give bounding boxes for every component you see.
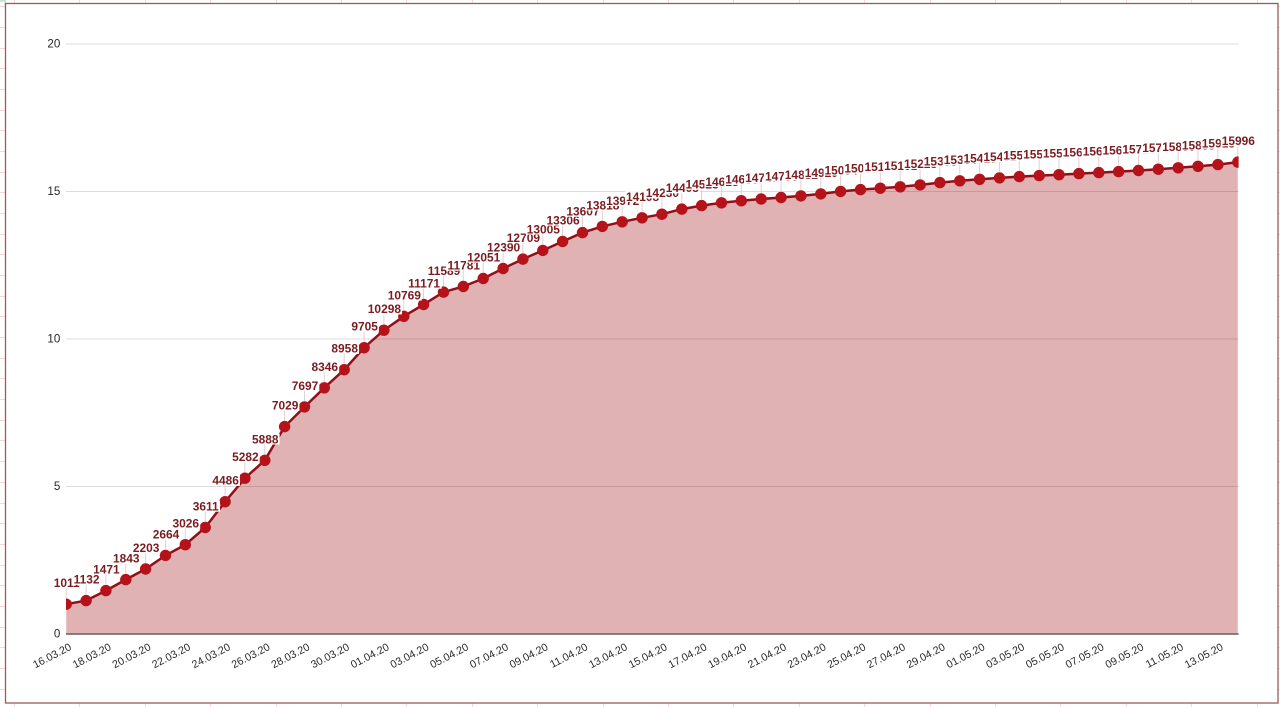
svg-text:5282: 5282 xyxy=(232,450,259,464)
svg-text:8346: 8346 xyxy=(312,360,339,374)
svg-text:13005: 13005 xyxy=(527,222,561,236)
svg-text:2664: 2664 xyxy=(153,527,180,541)
svg-text:12390: 12390 xyxy=(487,241,521,255)
svg-text:5888: 5888 xyxy=(252,432,279,446)
svg-text:3611: 3611 xyxy=(193,500,219,514)
svg-text:5: 5 xyxy=(54,480,60,493)
svg-text:10298: 10298 xyxy=(368,302,402,316)
svg-text:1132: 1132 xyxy=(74,573,100,587)
svg-text:7029: 7029 xyxy=(272,399,299,413)
svg-text:12051: 12051 xyxy=(467,251,501,265)
svg-text:1471: 1471 xyxy=(93,563,120,577)
svg-text:13306: 13306 xyxy=(546,214,580,228)
svg-text:8958: 8958 xyxy=(331,342,358,356)
svg-text:15996: 15996 xyxy=(1222,134,1256,148)
svg-text:15: 15 xyxy=(47,185,60,198)
svg-text:0: 0 xyxy=(54,628,60,641)
svg-text:20: 20 xyxy=(47,38,60,51)
svg-text:7697: 7697 xyxy=(292,379,319,393)
svg-text:3026: 3026 xyxy=(173,517,200,531)
svg-text:10: 10 xyxy=(47,333,60,346)
svg-text:4486: 4486 xyxy=(212,474,239,488)
svg-text:10769: 10769 xyxy=(388,288,422,302)
svg-text:1843: 1843 xyxy=(113,552,140,566)
svg-text:2203: 2203 xyxy=(133,541,160,555)
svg-text:9705: 9705 xyxy=(351,320,378,334)
svg-text:11171: 11171 xyxy=(408,277,440,291)
